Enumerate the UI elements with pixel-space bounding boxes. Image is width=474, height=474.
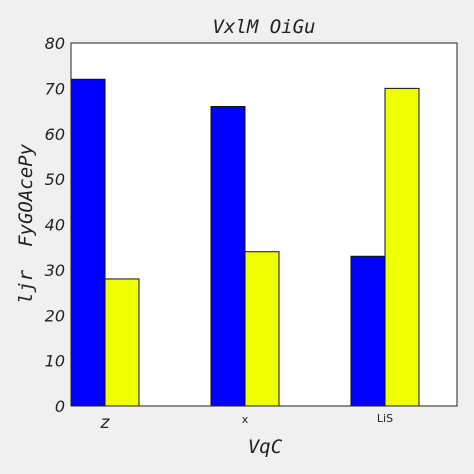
bar-x-series-1 <box>210 106 246 407</box>
x-tick-label: x <box>242 413 249 426</box>
y-ticks: 0 10 20 30 40 50 60 70 80 <box>45 34 65 416</box>
y-tick-label: 0 <box>55 397 65 416</box>
x-tick-label: LiS <box>377 412 393 425</box>
bar-LiS-series-1 <box>350 255 386 407</box>
y-tick-label: 60 <box>45 125 65 144</box>
bars-layer <box>70 78 420 407</box>
y-tick-label: 10 <box>45 352 65 371</box>
y-tick-label: 50 <box>45 170 65 189</box>
y-tick-label: 40 <box>45 216 65 235</box>
x-ticks: z x LiS <box>100 412 394 433</box>
y-tick-label: 80 <box>45 34 65 53</box>
y-tick-label: 30 <box>45 261 65 280</box>
bar-z-series-2 <box>104 278 140 407</box>
y-tick-label: 20 <box>45 306 65 325</box>
bar-LiS-series-2 <box>384 87 420 407</box>
plot-frame <box>70 42 458 407</box>
x-tick-label: z <box>100 413 111 433</box>
bar-z-series-1 <box>70 78 106 407</box>
y-axis-label: ljr FyGOAcePy <box>15 143 37 304</box>
bar-x-series-2 <box>244 251 280 407</box>
y-tick-label: 70 <box>45 79 65 98</box>
chart-title: VxlM OiGu <box>213 16 316 38</box>
x-axis-label: VqC <box>248 436 283 458</box>
